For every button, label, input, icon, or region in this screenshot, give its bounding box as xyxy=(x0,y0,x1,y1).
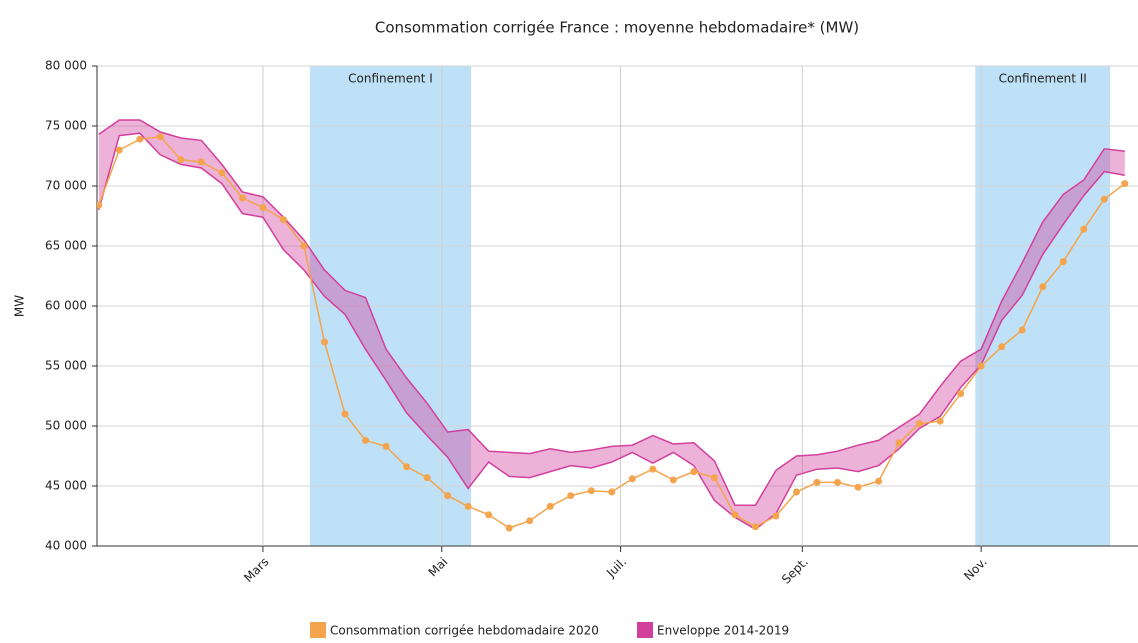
x-tick-label: Sept. xyxy=(779,555,811,587)
point xyxy=(998,343,1006,351)
point xyxy=(341,410,349,418)
y-tick-label: 70 000 xyxy=(45,179,87,193)
point xyxy=(115,146,123,154)
point xyxy=(197,158,205,166)
envelope-edge xyxy=(98,119,1125,506)
point xyxy=(382,442,390,450)
point xyxy=(1100,195,1108,203)
legend-swatch xyxy=(637,622,653,638)
y-tick-label: 75 000 xyxy=(45,119,87,133)
point xyxy=(813,478,821,486)
point xyxy=(238,194,246,202)
point xyxy=(1121,180,1129,188)
point xyxy=(526,517,534,525)
point xyxy=(834,478,842,486)
y-tick-label: 65 000 xyxy=(45,239,87,253)
point xyxy=(423,474,431,482)
x-tick-label: Juil. xyxy=(603,555,629,581)
point xyxy=(444,492,452,500)
point xyxy=(649,465,657,473)
point xyxy=(136,135,144,143)
point xyxy=(320,338,328,346)
legend-swatch xyxy=(310,622,326,638)
point xyxy=(936,417,944,425)
point xyxy=(957,390,965,398)
point xyxy=(875,477,883,485)
point xyxy=(772,512,780,520)
point xyxy=(403,463,411,471)
point xyxy=(669,476,677,484)
point xyxy=(854,483,862,491)
point xyxy=(690,468,698,476)
point xyxy=(751,523,759,531)
point xyxy=(362,436,370,444)
x-tick-label: Mars xyxy=(241,555,271,585)
y-tick-label: 40 000 xyxy=(45,539,87,553)
point xyxy=(916,420,924,428)
point xyxy=(300,242,308,250)
point xyxy=(546,502,554,510)
x-tick-label: Nov. xyxy=(961,555,990,584)
point xyxy=(1080,225,1088,233)
point xyxy=(792,488,800,496)
point xyxy=(485,511,493,519)
region-label: Confinement II xyxy=(999,72,1087,86)
y-tick-label: 60 000 xyxy=(45,299,87,313)
y-axis-label: MW xyxy=(13,295,27,317)
point xyxy=(97,201,103,209)
x-tick-label: Mai xyxy=(426,555,451,580)
label-layer: Confinement I Confinement II 40 000 45 000 5… xyxy=(45,59,1087,638)
point xyxy=(710,474,718,482)
marks-layer xyxy=(97,119,1129,532)
y-tick-label: 80 000 xyxy=(45,59,87,73)
chart-title: Consommation corrigée France : moyenne h… xyxy=(375,19,859,37)
point xyxy=(279,216,287,224)
point xyxy=(1059,258,1067,266)
point xyxy=(218,169,226,177)
point xyxy=(731,511,739,519)
envelope-edge xyxy=(98,132,1125,531)
point xyxy=(1018,326,1026,334)
y-tick-label: 50 000 xyxy=(45,419,87,433)
point xyxy=(156,133,164,141)
point xyxy=(895,439,903,447)
point xyxy=(1039,283,1047,291)
point xyxy=(567,492,575,500)
point xyxy=(259,204,267,212)
point xyxy=(177,156,185,164)
envelope-area xyxy=(98,120,1125,530)
point xyxy=(608,488,616,496)
point xyxy=(977,362,985,370)
legend-label: Enveloppe 2014-2019 xyxy=(657,624,789,638)
region-label: Confinement I xyxy=(348,72,433,86)
point xyxy=(587,487,595,495)
y-tick-label: 55 000 xyxy=(45,359,87,373)
legend-label: Consommation corrigée hebdomadaire 2020 xyxy=(330,624,599,638)
point xyxy=(505,524,513,532)
point xyxy=(628,475,636,483)
y-tick-label: 45 000 xyxy=(45,479,87,493)
grid-layer xyxy=(92,65,1138,552)
point xyxy=(464,502,472,510)
